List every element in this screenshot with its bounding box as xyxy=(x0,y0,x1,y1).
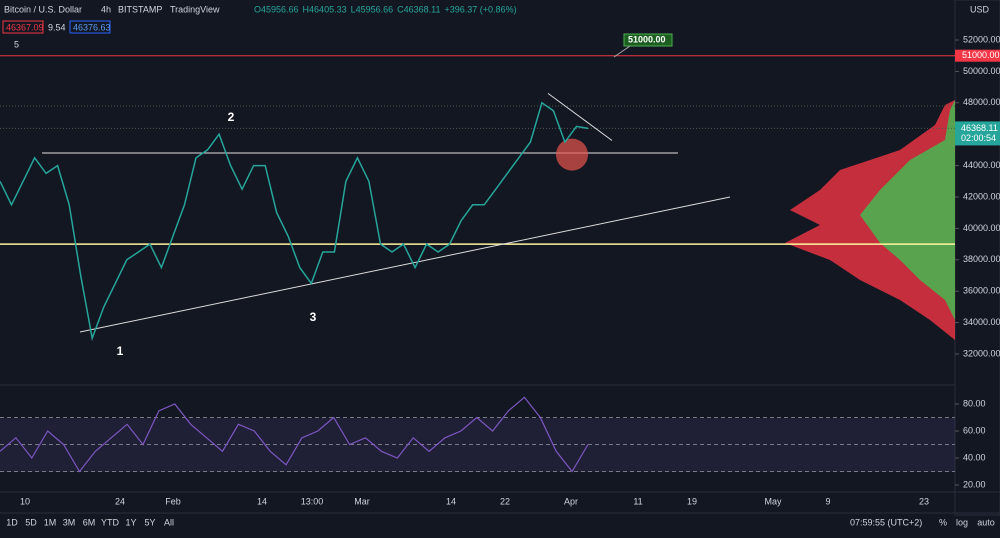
ask-box xyxy=(69,20,111,34)
time-label: 13:00 xyxy=(301,496,324,506)
wedge-line xyxy=(547,92,613,141)
price-axis-panel xyxy=(954,0,1000,516)
price-tick-label: 36000.00 xyxy=(963,286,1000,296)
price-tick-label: 38000.00 xyxy=(963,254,1000,264)
indicator-count[interactable]: 5 xyxy=(14,39,19,49)
rsi-tick-label: 80.00 xyxy=(963,398,986,408)
time-label: 24 xyxy=(115,496,125,506)
wave-label: 3 xyxy=(310,310,317,324)
time-label: 14 xyxy=(257,496,267,506)
rsi-tick-label: 60.00 xyxy=(963,425,986,435)
symbol: Bitcoin / U.S. Dollar xyxy=(4,4,82,14)
alert-tag-label: 51000.00 xyxy=(962,50,1000,60)
price-tick-label: 48000.00 xyxy=(963,97,1000,107)
rsi-tick-label: 20.00 xyxy=(963,479,986,489)
range-button[interactable]: 3M xyxy=(63,517,76,527)
axis-option[interactable]: log xyxy=(956,517,968,527)
price-tick-label: 50000.00 xyxy=(963,66,1000,76)
price-line xyxy=(0,101,589,342)
time-label: 14 xyxy=(446,496,456,506)
wave-label: 2 xyxy=(228,110,235,124)
axis-option[interactable]: auto xyxy=(977,517,995,527)
alert-note-pointer xyxy=(613,45,631,58)
time-label: Feb xyxy=(165,496,181,506)
price-tick-label: 32000.00 xyxy=(963,348,1000,358)
price-tick-label: 42000.00 xyxy=(963,191,1000,201)
alert-note xyxy=(623,33,673,47)
time-label: 9 xyxy=(825,496,830,506)
alert-tag xyxy=(955,49,1000,62)
range-button[interactable]: 1Y xyxy=(125,517,136,527)
spread: 9.54 xyxy=(48,22,66,32)
clock: 07:59:55 (UTC+2) xyxy=(850,517,922,527)
bid: 46367.09 xyxy=(6,22,44,32)
last-price-tag xyxy=(955,121,1000,146)
time-label: 10 xyxy=(20,496,30,506)
rsi-tick-label: 40.00 xyxy=(963,452,986,462)
alert-note-label: 51000.00 xyxy=(628,34,666,44)
price-tick-label: 52000.00 xyxy=(963,34,1000,44)
last-price-label: 46368.11 xyxy=(961,123,998,133)
time-label: 23 xyxy=(919,496,929,506)
header: Bitcoin / U.S. Dollar 4h BITSTAMP Tradin… xyxy=(2,4,990,49)
currency[interactable]: USD xyxy=(970,4,990,14)
ohlc-value: H46405.33 xyxy=(303,4,347,14)
ohlc-value: O45956.66 xyxy=(254,4,299,14)
price-tick-label: 34000.00 xyxy=(963,317,1000,327)
trendline xyxy=(79,196,731,333)
highlight-circle xyxy=(556,138,588,171)
exchange: BITSTAMP xyxy=(118,4,162,14)
price-tick-label: 44000.00 xyxy=(963,160,1000,170)
range-button[interactable]: All xyxy=(164,517,174,527)
range-button[interactable]: 6M xyxy=(83,517,96,527)
interval: 4h xyxy=(101,4,111,14)
countdown: 02:00:54 xyxy=(961,133,996,143)
volume-profile-buy xyxy=(860,100,955,320)
range-button[interactable]: 5D xyxy=(25,517,37,527)
time-label: May xyxy=(764,496,782,506)
time-label: 19 xyxy=(687,496,697,506)
time-label: 11 xyxy=(633,496,642,506)
range-button[interactable]: YTD xyxy=(101,517,120,527)
wave-label: 1 xyxy=(117,344,124,358)
rsi-line xyxy=(0,396,589,473)
source: TradingView xyxy=(170,4,220,14)
ohlc-value: +396.37 (+0.86%) xyxy=(445,4,517,14)
range-button[interactable]: 1M xyxy=(44,517,57,527)
ask: 46376.63 xyxy=(73,22,111,32)
bid-box xyxy=(2,20,44,34)
price-tick-label: 40000.00 xyxy=(963,223,1000,233)
time-label: 22 xyxy=(500,496,510,506)
ohlc-value: L45956.66 xyxy=(351,4,394,14)
ohlc-value: C46368.11 xyxy=(397,4,440,14)
axis-option[interactable]: % xyxy=(939,517,947,527)
time-label: Apr xyxy=(564,496,578,506)
range-button[interactable]: 5Y xyxy=(144,517,155,527)
range-button[interactable]: 1D xyxy=(6,517,18,527)
time-label: Mar xyxy=(354,496,370,506)
